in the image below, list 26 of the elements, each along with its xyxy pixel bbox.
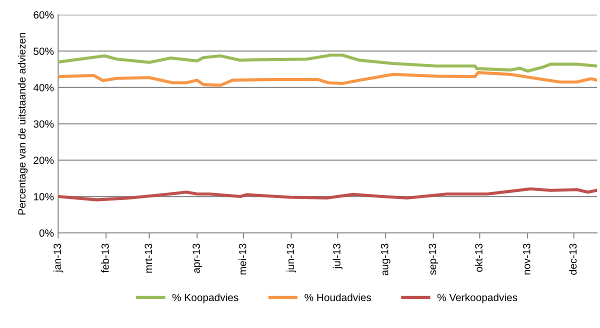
x-tick-label: jul-13: [332, 244, 342, 270]
line-series: [58, 54, 597, 73]
x-tick-label: sep-13: [428, 244, 438, 275]
y-axis-title: Percentage van de uitstaande adviezen: [18, 32, 28, 214]
x-tick-label: okt-13: [474, 244, 482, 272]
x-tick-label: apr-13: [192, 244, 202, 273]
x-tick-label: aug-13: [380, 244, 390, 276]
line-series: [58, 71, 597, 87]
y-tick-label: 50%: [34, 48, 54, 55]
x-tick-label: nov-13: [522, 244, 530, 274]
legend-label: % Koopadvies: [172, 294, 238, 304]
x-tick-label: feb-13: [101, 244, 109, 273]
y-tick-label: 40%: [33, 84, 54, 92]
x-tick-label: mrt-13: [144, 244, 152, 273]
y-tick-label: 60%: [34, 11, 54, 19]
x-tick-label: mei-13: [238, 244, 246, 274]
line-series: [58, 187, 597, 202]
x-tick-label: jan-13: [53, 244, 64, 273]
y-tick-label: 0%: [39, 229, 54, 237]
legend-label: % Verkoopadvies: [437, 294, 518, 304]
y-tick-label: 20%: [34, 156, 54, 164]
y-tick-label: 30%: [34, 120, 54, 128]
x-tick-label: jun-13: [286, 244, 296, 273]
x-tick-label: dec-13: [568, 244, 577, 275]
legend-label: % Houdadvies: [304, 294, 372, 302]
y-tick-label: 10%: [34, 193, 54, 200]
